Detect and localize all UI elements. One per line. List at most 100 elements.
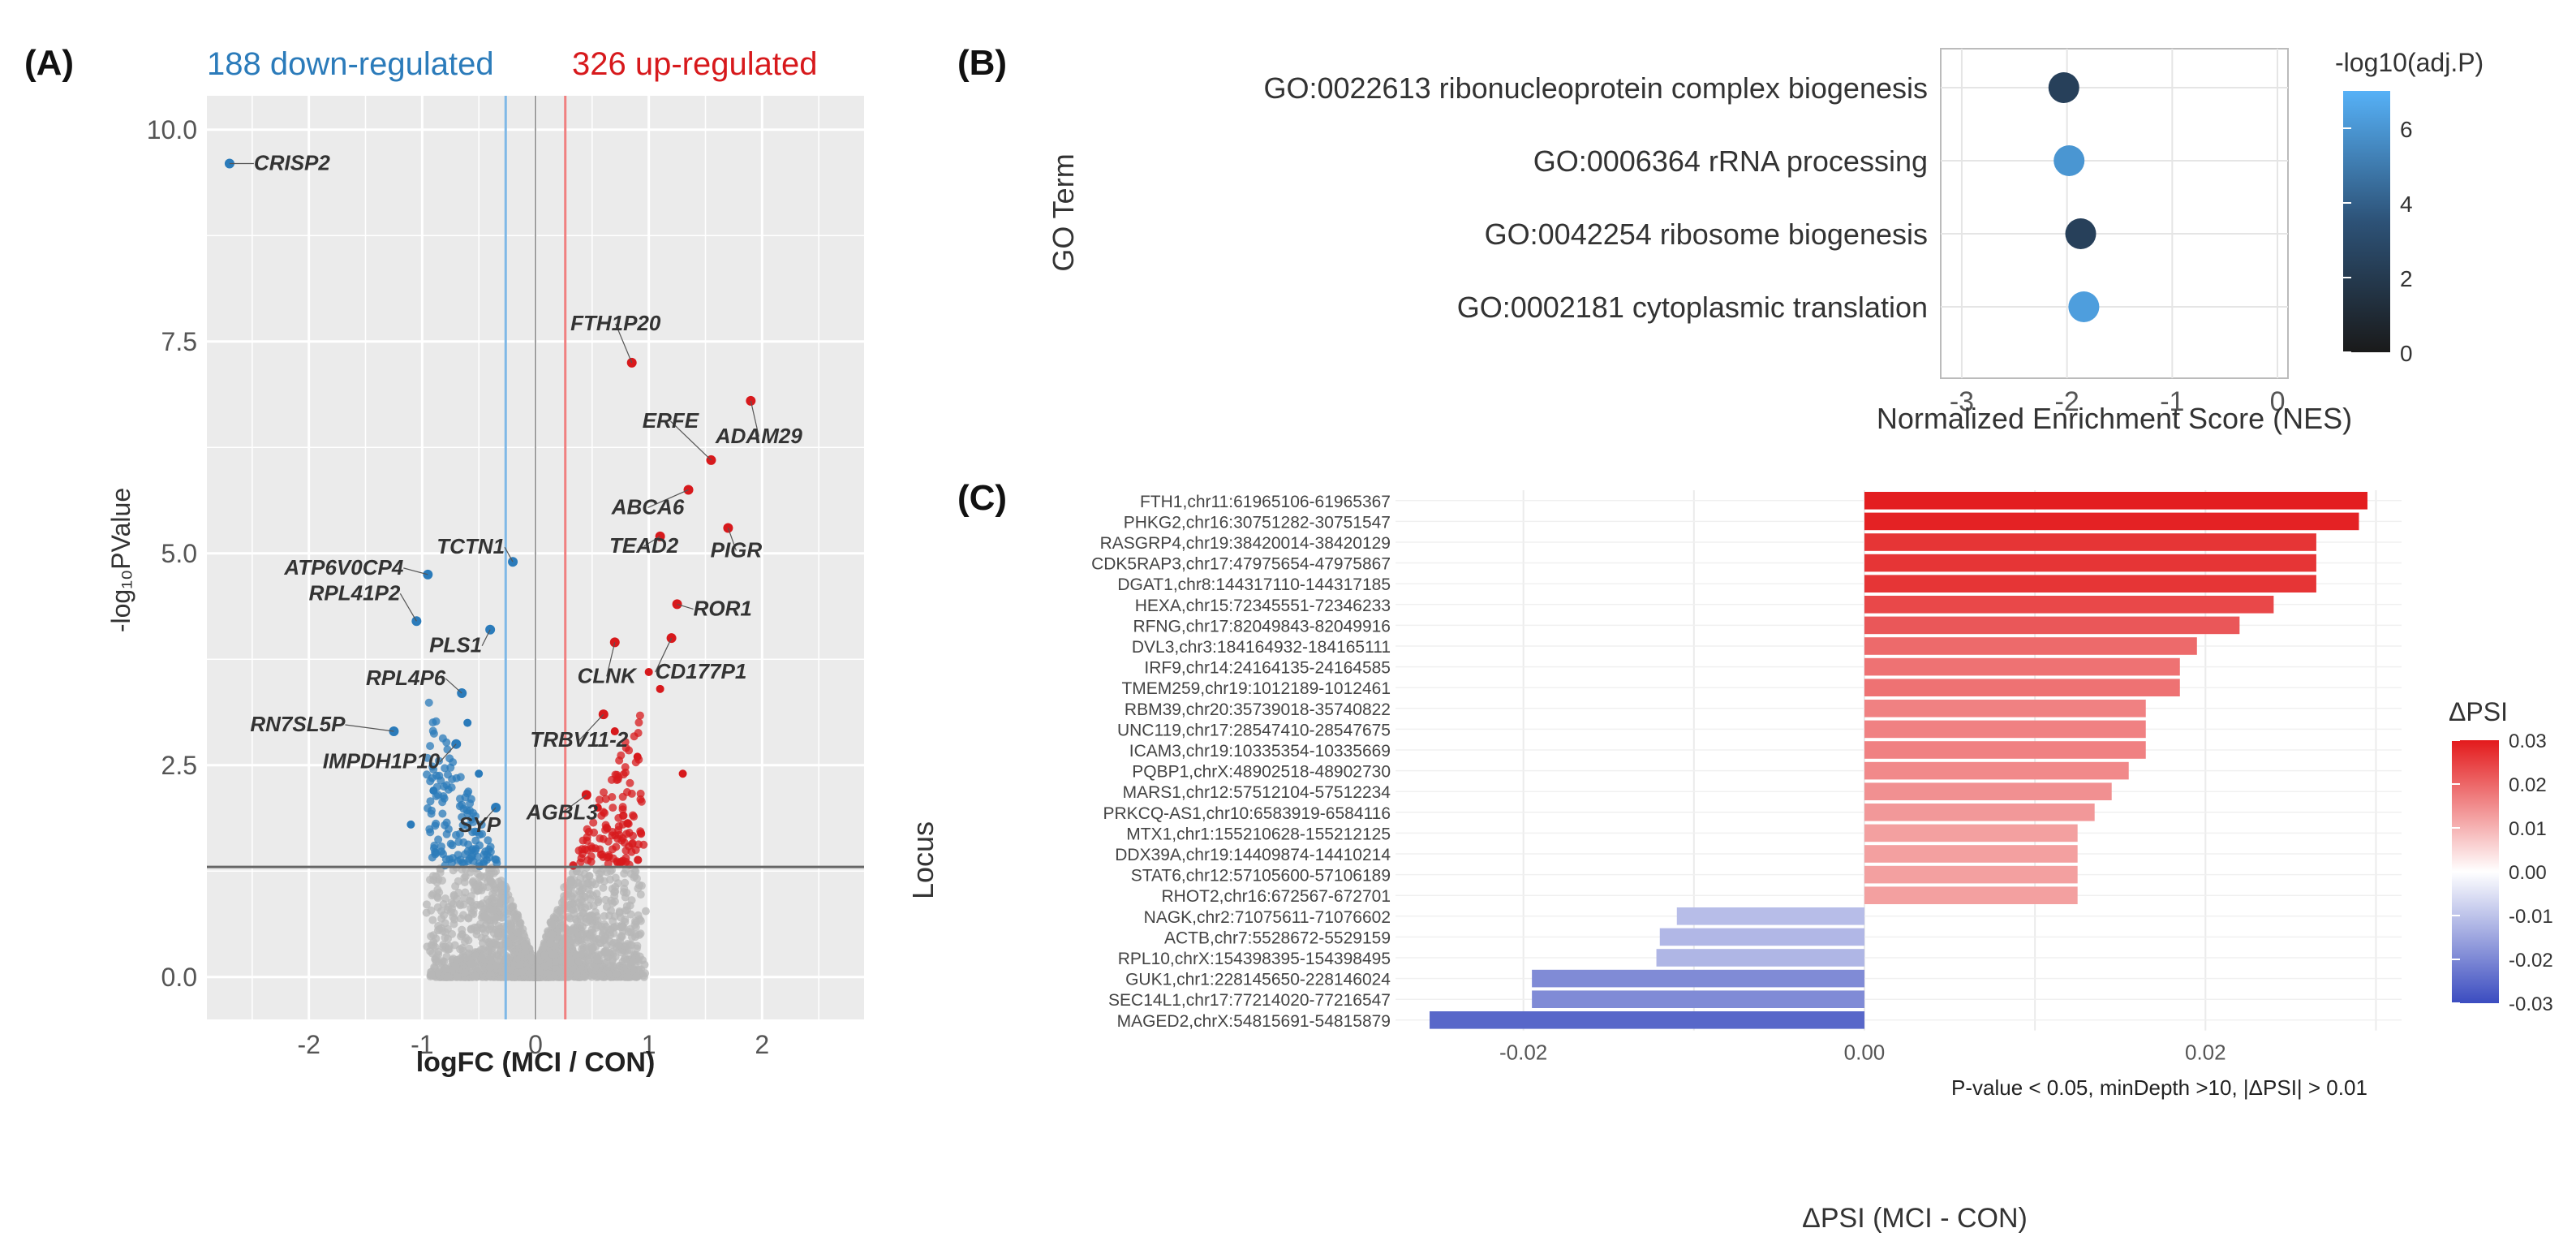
colorbar-tick-label: -0.01 [2509, 906, 2553, 928]
delta-psi-bar [1864, 700, 2146, 717]
background-point [483, 895, 492, 904]
locus-label: IRF9,chr14:24164135-24164585 [1144, 659, 1391, 678]
background-point [636, 916, 645, 925]
background-point [600, 911, 609, 920]
significant-point [429, 786, 438, 795]
background-point [632, 972, 641, 981]
delta-psi-bar [1864, 845, 2078, 863]
colorbar-tick-label: 2 [2400, 266, 2413, 291]
background-point [448, 841, 457, 850]
background-point [485, 963, 494, 972]
gene-label: RPL41P2 [309, 580, 401, 605]
background-point [477, 821, 486, 829]
background-point [587, 844, 596, 853]
background-point [434, 835, 443, 844]
background-point [578, 930, 587, 939]
background-point [624, 819, 633, 828]
delta-psi-bar [1864, 886, 2078, 904]
gene-label: PIGR [711, 537, 763, 562]
gene-label: ADAM29 [715, 424, 802, 448]
gene-label: PLS1 [429, 633, 482, 657]
locus-label: MARS1,chr12:57512104-57512234 [1123, 783, 1391, 802]
plot-b-gridlines [1941, 49, 2288, 378]
background-point [494, 898, 503, 907]
background-point [468, 851, 477, 860]
background-point [455, 795, 464, 804]
significant-point [644, 667, 653, 676]
background-point [555, 907, 564, 916]
background-point [443, 972, 452, 981]
background-point [576, 915, 585, 924]
background-point [471, 836, 480, 845]
plot-b-term-labels: GO:0022613 ribonucleoprotein complex bio… [1263, 71, 1928, 324]
locus-label: RPL10,chrX:154398395-154398495 [1118, 950, 1391, 968]
background-point [468, 845, 477, 854]
plot-b-y-axis-title: GO Term [1047, 153, 1080, 271]
background-point [613, 970, 621, 979]
background-point [586, 895, 595, 904]
background-point [480, 873, 488, 881]
plot-b-legend-title: -log10(adj.P) [2335, 48, 2484, 77]
x-tick-label: -1 [411, 1030, 433, 1059]
background-point [492, 855, 501, 864]
background-point [453, 955, 462, 964]
background-point [437, 847, 446, 856]
background-point [634, 930, 643, 939]
background-point [479, 883, 488, 892]
background-point [633, 942, 642, 950]
background-point [578, 922, 587, 931]
background-point [470, 880, 479, 889]
locus-label: DDX39A,chr19:14409874-14410214 [1115, 846, 1391, 864]
background-point [628, 838, 637, 847]
background-point [441, 919, 449, 928]
x-tick-label: -2 [2055, 386, 2079, 417]
gene-label: TCTN1 [437, 534, 505, 558]
background-point [450, 915, 459, 924]
background-point [589, 901, 598, 910]
plot-b-background [1940, 48, 2289, 379]
panel-a-volcano-plot: (A) 188 down-regulated 326 up-regulated … [24, 43, 864, 1078]
background-point [572, 950, 581, 959]
delta-psi-bar [1864, 533, 2316, 551]
background-point [600, 936, 609, 945]
background-point [441, 861, 449, 870]
significant-point [656, 684, 664, 693]
background-point [615, 756, 624, 765]
delta-psi-bar [1864, 782, 2112, 800]
significant-point [593, 803, 602, 812]
down-regulated-count: 188 down-regulated [207, 46, 494, 82]
label-leader-line [399, 592, 417, 622]
delta-psi-bar [1659, 928, 1864, 946]
background-point [427, 809, 436, 818]
background-point [587, 972, 596, 981]
background-point [597, 971, 606, 980]
background-point [441, 928, 449, 937]
background-point [535, 967, 544, 976]
background-point [460, 873, 469, 882]
background-point [467, 897, 475, 906]
plot-a-y-axis-title: -log₁₀PValue [106, 488, 135, 632]
locus-label: RASGRP4,chr19:38420014-38420129 [1100, 534, 1391, 553]
background-point [458, 925, 467, 934]
background-point [473, 869, 482, 878]
label-leader-line [615, 323, 633, 364]
background-point [635, 711, 644, 720]
significant-point [678, 769, 687, 778]
label-leader-line [578, 713, 604, 741]
background-point [540, 951, 549, 960]
background-point [601, 795, 610, 804]
gene-label: CD177P1 [656, 659, 747, 683]
delta-psi-bar [1864, 596, 2274, 614]
background-point [588, 928, 597, 937]
x-tick-label: -0.02 [1499, 1041, 1547, 1065]
significant-point [463, 718, 472, 727]
background-point [434, 950, 443, 959]
go-term-point [2053, 145, 2085, 176]
locus-label: UNC119,chr17:28547410-28547675 [1117, 721, 1391, 739]
background-point [608, 845, 617, 854]
colorbar-tick-label: -0.03 [2509, 993, 2553, 1015]
label-leader-line [750, 400, 759, 437]
background-point [636, 789, 645, 798]
background-point [547, 920, 556, 929]
background-point [637, 829, 646, 838]
